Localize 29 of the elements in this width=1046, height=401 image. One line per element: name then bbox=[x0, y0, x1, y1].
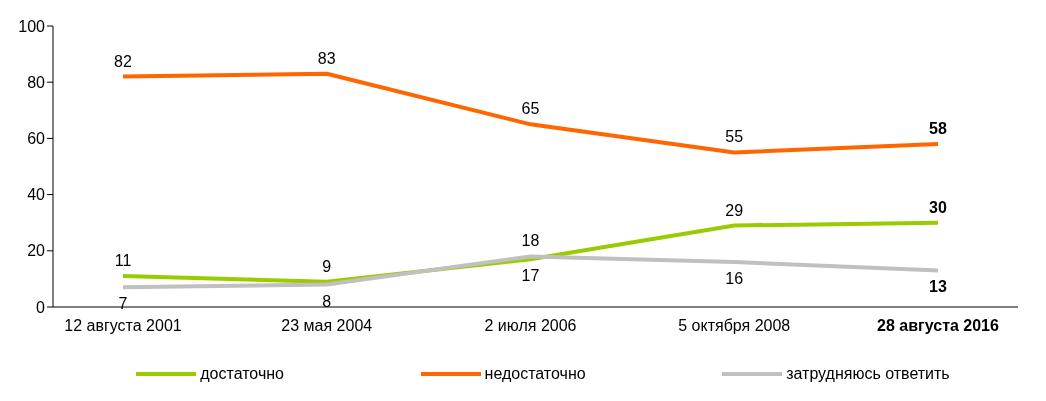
data-label: 11 bbox=[114, 252, 132, 270]
data-label: 18 bbox=[521, 232, 540, 250]
data-label: 65 bbox=[521, 100, 540, 118]
x-tick-label: 23 мая 2004 bbox=[281, 317, 373, 334]
data-label: 13 bbox=[929, 278, 947, 296]
data-label: 7 bbox=[118, 295, 128, 313]
data-label: 8 bbox=[322, 292, 332, 310]
data-label: 17 bbox=[521, 267, 540, 285]
data-label: 16 bbox=[725, 270, 744, 288]
data-label: 58 bbox=[929, 120, 947, 138]
x-tick-label: 5 октября 2008 bbox=[678, 317, 791, 334]
data-label: 30 bbox=[929, 198, 947, 216]
legend-label: затрудняюсь ответить bbox=[786, 365, 950, 383]
data-label: 82 bbox=[114, 52, 132, 70]
y-tick-label: 0 bbox=[36, 298, 46, 316]
legend-label: недостаточно bbox=[484, 365, 586, 383]
x-tick-label: 2 июля 2006 bbox=[484, 317, 577, 334]
x-tick-label: 12 августа 2001 bbox=[64, 317, 182, 334]
data-label: 29 bbox=[725, 201, 744, 219]
legend-label: достаточно bbox=[200, 365, 284, 383]
data-label: 9 bbox=[322, 257, 332, 275]
y-tick-label: 20 bbox=[27, 242, 46, 260]
y-tick-label: 100 bbox=[18, 17, 46, 35]
y-tick-label: 60 bbox=[27, 130, 46, 148]
y-tick-label: 40 bbox=[27, 186, 46, 204]
y-tick-label: 80 bbox=[27, 73, 46, 91]
data-label: 83 bbox=[317, 49, 336, 67]
x-tick-label: 28 августа 2016 bbox=[877, 317, 1000, 334]
data-label: 55 bbox=[725, 128, 744, 146]
